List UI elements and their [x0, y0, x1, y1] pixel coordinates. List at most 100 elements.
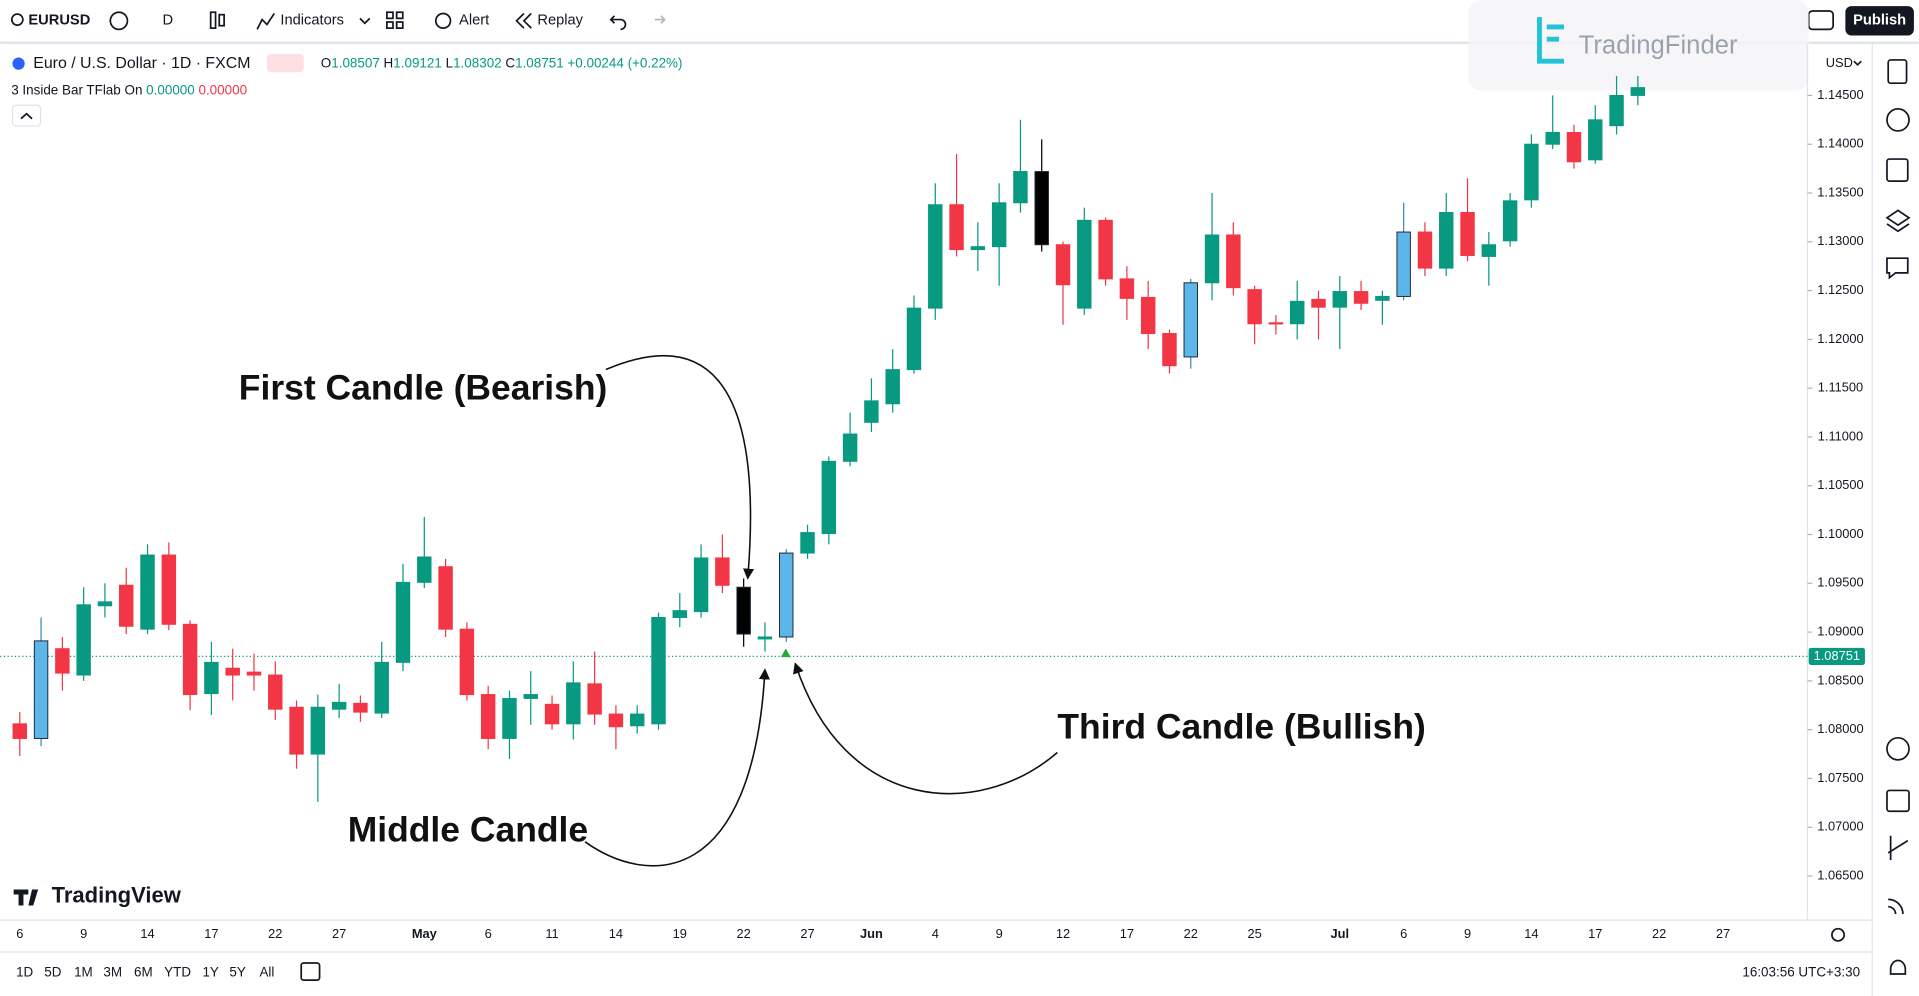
candle-body: [1545, 132, 1560, 145]
symbol[interactable]: EURUSD: [28, 13, 90, 29]
market-status[interactable]: [266, 53, 304, 73]
replay-button[interactable]: Replay: [537, 13, 583, 29]
candle-body: [523, 694, 538, 699]
candle-body: [395, 581, 411, 663]
alert-icon[interactable]: [434, 12, 452, 29]
timeframe[interactable]: All: [259, 964, 274, 979]
x-tick-label: 6: [16, 926, 23, 941]
alert-button[interactable]: Alert: [459, 13, 489, 29]
signal-marker: [780, 648, 791, 658]
arrow: [584, 668, 771, 867]
candle-body: [1524, 143, 1539, 201]
indicator-line: 3 Inside Bar TFlab On 0.00000 0.00000: [11, 82, 247, 97]
candle-body: [1566, 132, 1582, 163]
dropdown[interactable]: [359, 17, 371, 25]
candle-body: [374, 661, 389, 714]
candle-body: [119, 584, 134, 627]
candle-body: [1439, 212, 1454, 269]
y-tick-label: 1.09500: [1817, 575, 1863, 590]
timeframe[interactable]: 3M: [103, 964, 122, 979]
y-tick-label: 1.06500: [1817, 867, 1863, 882]
candle-body: [225, 667, 240, 676]
redo[interactable]: [654, 15, 666, 24]
candle-body: [1353, 291, 1369, 304]
candle-body: [33, 640, 49, 739]
timeframe[interactable]: YTD: [164, 964, 191, 979]
currency-dropdown[interactable]: [1853, 60, 1862, 67]
add-symbol[interactable]: [109, 11, 129, 31]
candle-body: [246, 671, 262, 676]
candle-body: [76, 604, 91, 676]
timeframe[interactable]: 1M: [74, 964, 93, 979]
publish-button-bg[interactable]: [1845, 6, 1914, 36]
timeframe[interactable]: 6M: [134, 964, 153, 979]
price-label: 1.08751: [1814, 648, 1860, 663]
legend: Euro / U.S. Dollar · 1D · FXCM O1.08507 …: [11, 53, 682, 127]
timeframe[interactable]: 5D: [44, 964, 61, 979]
x-tick-label: 11: [545, 926, 558, 941]
chart-style-icon-b: [218, 13, 225, 27]
candle-body: [1247, 289, 1262, 325]
replay-icon[interactable]: [515, 12, 532, 29]
candle-body: [1098, 219, 1113, 280]
candle-body: [182, 623, 198, 696]
notifications-icon[interactable]: [1889, 959, 1907, 975]
undo[interactable]: [609, 15, 627, 31]
data-window-icon[interactable]: [1886, 158, 1909, 182]
y-tick-label: 1.14500: [1817, 87, 1863, 102]
indicators-button[interactable]: Indicators: [280, 13, 344, 29]
candle-body: [842, 433, 858, 462]
timeframe[interactable]: 1D: [16, 964, 33, 979]
candle-body: [12, 723, 28, 739]
candle-body: [204, 661, 219, 695]
chat-icon[interactable]: [1886, 257, 1909, 280]
timeframe[interactable]: 5Y: [229, 964, 245, 979]
x-tick-label: 22: [737, 926, 751, 941]
timeframe[interactable]: 1Y: [202, 964, 218, 979]
candle-body: [1311, 298, 1326, 308]
logo-backdrop: [1468, 0, 1809, 91]
y-tick-label: 1.07500: [1817, 770, 1863, 785]
publish-button[interactable]: Publish: [1853, 13, 1906, 29]
settings-icon[interactable]: [1831, 927, 1846, 942]
candle-body: [161, 554, 177, 625]
annotation-text: Middle Candle: [348, 809, 588, 849]
candle-body: [1055, 244, 1071, 286]
watermark-text: TradingView: [52, 883, 182, 908]
candle-body: [1289, 300, 1305, 325]
clock[interactable]: 16:03:56 UTC+3:30: [1742, 964, 1860, 979]
feed-icon[interactable]: [1888, 898, 1904, 915]
candle-body: [1119, 278, 1135, 299]
candle-body: [480, 694, 496, 739]
ohlc-key: H: [384, 55, 394, 70]
target-icon[interactable]: [1886, 736, 1910, 761]
change: +0.00244: [567, 55, 624, 70]
interval[interactable]: D: [163, 13, 174, 29]
currency[interactable]: USD: [1826, 55, 1853, 70]
logo-mark: [1537, 17, 1564, 64]
x-tick-label: 9: [996, 926, 1003, 941]
search-icon[interactable]: [10, 13, 24, 26]
candle-body: [289, 706, 304, 755]
right-sidebar: [1885, 59, 1911, 975]
collapse-button[interactable]: [11, 104, 42, 127]
layouts-icon[interactable]: [386, 11, 404, 29]
alerts-icon[interactable]: [1886, 108, 1910, 132]
calendar-icon[interactable]: [1886, 789, 1910, 813]
drawing-icon[interactable]: [1887, 835, 1909, 861]
y-tick-label: 1.14000: [1817, 136, 1863, 151]
ohlc-key: C: [505, 55, 515, 70]
ohlc-key: L: [446, 55, 454, 70]
layers-icon[interactable]: [1885, 209, 1911, 233]
chart-style-icon[interactable]: [209, 11, 217, 29]
candle-body: [1460, 212, 1475, 256]
indicators-icon[interactable]: [256, 12, 276, 30]
indicator-value: 0.00000: [146, 82, 195, 97]
y-tick-label: 1.11500: [1818, 380, 1863, 395]
date-range-icon[interactable]: [300, 962, 321, 981]
arrow: [605, 355, 755, 580]
x-tick-label: 9: [1464, 926, 1471, 941]
watchlist-icon[interactable]: [1887, 59, 1908, 85]
